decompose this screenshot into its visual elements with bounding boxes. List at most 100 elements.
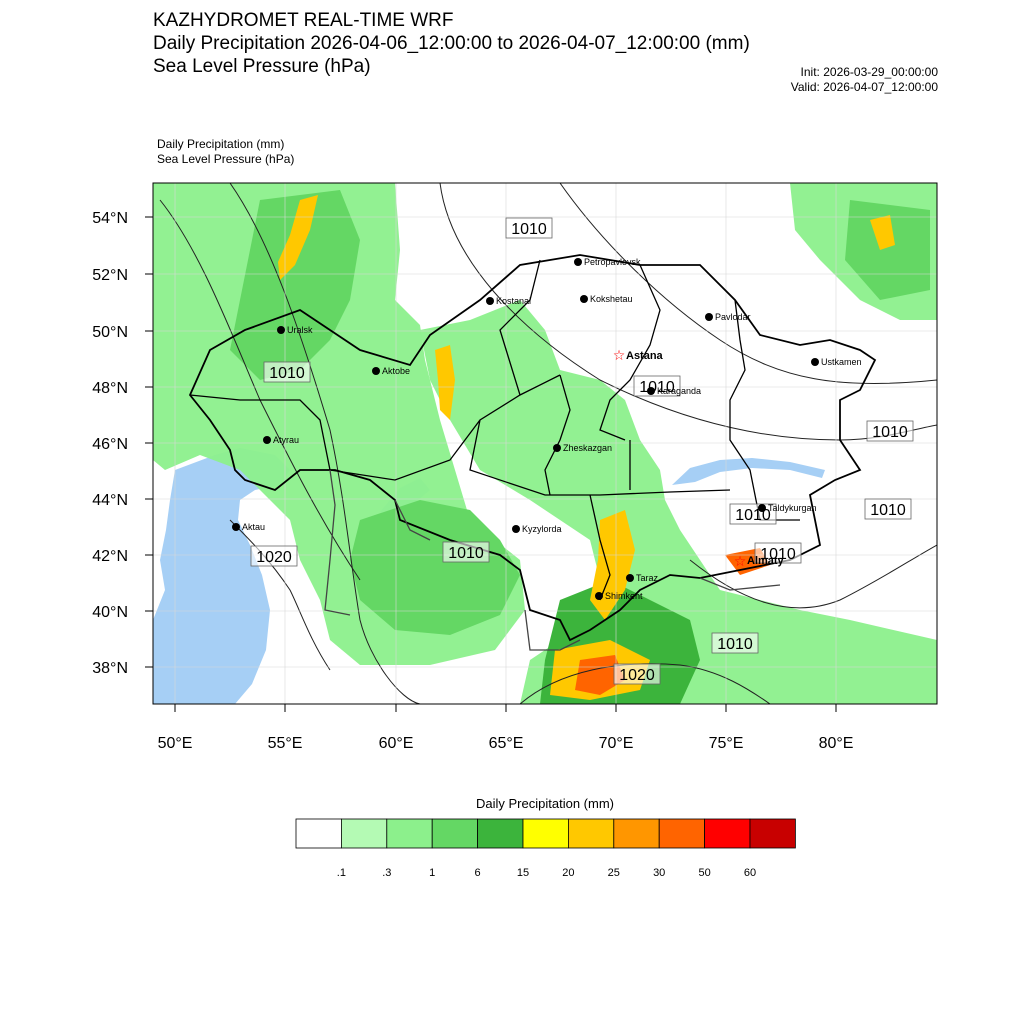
colorbar-swatch [386,818,433,849]
city-label: Astana [626,350,664,362]
city-marker: Taldykurgan [758,503,817,513]
isobar-label: 1010 [511,221,547,238]
city-label: Uralsk [287,325,313,335]
city-label: Petropavlovsk [584,257,641,267]
lat-label: 48°N [92,380,128,397]
colorbar-label: .3 [382,867,392,879]
valid-time: Valid: 2026-04-07_12:00:00 [790,80,938,94]
city-label: Kokshetau [590,294,633,304]
city-marker-capital: ☆ Almaty [734,554,785,570]
city-label: Kostanai [496,296,531,306]
city-label: Kyzylorda [522,524,562,534]
city-label: Zheskazgan [563,443,612,453]
city-marker: Kyzylorda [512,524,562,534]
city-marker: Aktobe [372,366,410,376]
colorbar-swatch [704,818,751,849]
city-marker-capital: ☆ Astana [613,348,664,364]
city-marker: Kostanai [486,296,531,306]
city-marker: Atyrau [263,435,299,445]
precip-band-north [278,195,318,280]
precip-band-south [590,510,635,620]
isobar-label-box: 1010 [263,361,311,383]
city-label: Almaty [747,555,785,567]
city-label: Atyrau [273,435,299,445]
city-label: Taldykurgan [768,503,817,513]
colorbar-swatch [568,818,615,849]
lon-label: 65°E [489,735,524,752]
subheader-precip: Daily Precipitation (mm) [157,137,285,151]
isobar-label: 1010 [870,502,906,519]
lon-label: 60°E [379,735,414,752]
city-marker: Petropavlovsk [574,257,641,267]
isobar-label-box: 1020 [250,545,298,567]
isobar-label-box: 1010 [864,498,912,520]
isobar-label-box: 1010 [754,542,802,564]
isobar-label: 1010 [717,636,753,653]
lat-label: 44°N [92,492,128,509]
colorbar-swatch [431,818,479,849]
lat-label: 46°N [92,436,128,453]
kazakhstan-border [188,254,877,642]
isobar-line [229,519,331,671]
lon-label: 80°E [819,735,854,752]
balkhash-lake [672,458,825,485]
colorbar-label: 20 [562,867,575,879]
colorbar-swatch [295,818,342,849]
star-icon: ☆ [613,348,626,364]
colorbar-label: 50 [698,867,711,879]
isobar-label: 1010 [760,546,796,563]
colorbar-label: 60 [743,867,757,879]
colorbar [295,818,796,849]
city-label: Shimkent [605,591,643,601]
isobar-label-box: 1010 [866,420,914,442]
colorbar-label: 30 [653,867,666,879]
city-label: Taraz [636,573,659,583]
colorbar-label: 6 [474,867,481,879]
isobar-label-box: 1020 [613,663,661,685]
lat-label: 50°N [92,324,128,341]
city-label: Pavlodar [715,312,751,322]
city-marker: Taraz [626,573,659,583]
colorbar-swatch [340,818,388,849]
isobar-label: 1010 [872,424,908,441]
lon-label: 75°E [709,735,744,752]
colorbar-title: Daily Precipitation (mm) [476,796,614,811]
precip-mid-ne [845,200,930,300]
city-label: Ustkamen [821,357,862,367]
colorbar-label: 1 [429,867,436,879]
isobar-label-box: 1010 [442,541,490,563]
colorbar-label: 25 [607,867,620,879]
lon-label: 70°E [599,735,634,752]
city-label: Aktau [242,522,265,532]
star-icon: ☆ [734,554,747,570]
city-marker: Uralsk [277,325,313,335]
city-marker: Zheskazgan [553,443,612,453]
isobar-labels: 1010 1010 1010 1010 1010 1010 1010 1010 … [250,217,914,685]
lat-label: 54°N [92,210,128,227]
city-marker: Karaganda [647,386,701,396]
isobar-line [559,183,937,385]
lat-label: 52°N [92,267,128,284]
isobar-label: 1020 [256,549,292,566]
isobar-label-box: 1010 [505,217,553,239]
lon-labels: 50°E 55°E 60°E 65°E 70°E 75°E 80°E [158,735,854,752]
title-line-2: Daily Precipitation 2026-04-06_12:00:00 … [153,33,750,54]
lat-label: 40°N [92,604,128,621]
city-label: Aktobe [382,366,410,376]
colorbar-swatch [613,818,660,849]
isobar-line [519,663,771,704]
colorbar-swatch [477,818,524,849]
colorbar-label: .1 [336,867,346,879]
precip-core-south [575,655,625,695]
city-label: Karaganda [657,386,701,396]
precip-central-belt [420,300,937,704]
precip-band-central [435,345,455,420]
map-field [153,183,937,704]
colorbar-swatch [749,818,796,849]
axis-ticks [145,216,837,712]
title-line-3: Sea Level Pressure (hPa) [153,56,371,77]
init-time: Init: 2026-03-29_00:00:00 [800,65,938,79]
isobar-line [229,183,421,704]
title-line-1: KAZHYDROMET REAL-TIME WRF [153,10,454,31]
